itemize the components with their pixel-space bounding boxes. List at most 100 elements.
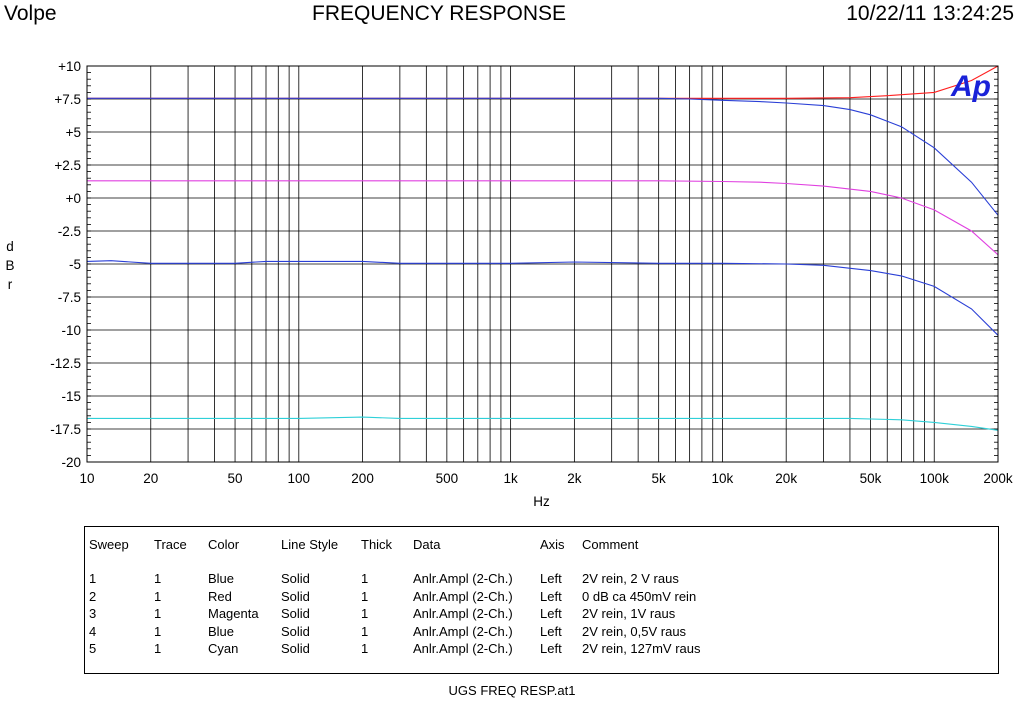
legend-cell: Blue [208, 571, 235, 587]
legend-header-cell: Axis [540, 536, 565, 552]
x-tick-label: 50k [860, 471, 882, 486]
x-tick-label: 10 [79, 471, 94, 486]
series-line-2 [87, 97, 999, 216]
legend-cell: 0 dB ca 450mV rein [582, 588, 697, 604]
legend-cell: Cyan [208, 641, 239, 657]
x-tick-label: 50 [228, 471, 243, 486]
legend-cell: Left [540, 623, 562, 639]
legend-cell: Anlr.Ampl (2-Ch.) [413, 571, 513, 587]
legend-cell: 1 [89, 571, 97, 587]
x-tick-label: 2k [567, 471, 582, 486]
legend-cell: Solid [281, 606, 310, 622]
legend-cell: Anlr.Ampl (2-Ch.) [413, 623, 513, 639]
header-timestamp: 10/22/11 13:24:25 [846, 2, 1014, 25]
legend-row: 1 1 Blue Solid 1 Anlr.Ampl (2-Ch.) Left 2V rein… [85, 570, 782, 588]
series-line-3 [87, 180, 999, 256]
legend-cell: Left [540, 571, 562, 587]
legend-spacer-row [85, 561, 782, 570]
legend-cell: Left [540, 641, 562, 657]
legend-header-cell: Color [208, 536, 240, 552]
series-line-4 [86, 260, 999, 336]
y-tick-label: -17.5 [50, 422, 81, 437]
legend-cell: Solid [281, 641, 310, 657]
y-tick-label: +10 [58, 59, 81, 74]
grid [87, 66, 998, 462]
y-tick-label: +0 [66, 191, 81, 206]
legend-cell: Magenta [208, 606, 259, 622]
legend-row: 5 1 Cyan Solid 1 Anlr.Ampl (2-Ch.) Left 2V rein… [85, 640, 782, 658]
y-tick-label: -12.5 [50, 356, 81, 371]
legend-cell: 1 [361, 571, 369, 587]
header-app-name: Volpe [4, 2, 57, 25]
legend-cell: 1 [361, 606, 369, 622]
legend-cell: Anlr.Ampl (2-Ch.) [413, 606, 513, 622]
x-tick-labels: 10 20 50 100 200 500 1k 2k 5k 10k 20k 50k 100k 200k [79, 471, 1012, 486]
y-tick-label: -15 [61, 389, 81, 404]
legend-cell: 2V rein, 127mV raus [582, 641, 701, 657]
x-tick-label: 1k [503, 471, 518, 486]
legend-cell: 5 [89, 641, 97, 657]
chart-title: FREQUENCY RESPONSE [312, 2, 566, 25]
legend-cell: Solid [281, 623, 310, 639]
x-axis-label: Hz [533, 494, 550, 509]
legend-cell: Blue [208, 623, 235, 639]
legend-cell: Solid [281, 571, 310, 587]
legend-table-box: Sweep Trace Color Line Style Thick Data Axis Co… [84, 526, 999, 674]
legend-cell: 1 [361, 623, 369, 639]
legend-header-cell: Thick [361, 536, 393, 552]
legend-body: 1 1 Blue Solid 1 Anlr.Ampl (2-Ch.) Left 2V rein… [85, 561, 782, 658]
y-tick-label: +2.5 [54, 158, 81, 173]
legend-row: 2 1 Red Solid 1 Anlr.Ampl (2-Ch.) Left 0 dB ca … [85, 588, 782, 606]
legend-cell: 2V rein, 1V raus [582, 606, 676, 622]
legend-cell: Solid [281, 588, 310, 604]
x-tick-label: 200k [983, 471, 1013, 486]
legend-table: Sweep Trace Color Line Style Thick Data Axis Co… [85, 527, 782, 658]
legend-cell: 1 [154, 641, 162, 657]
legend-cell: 2 [89, 588, 97, 604]
legend-cell: 1 [154, 571, 162, 587]
legend-cell: 1 [154, 623, 162, 639]
y-axis-label-letter: B [5, 258, 14, 273]
y-tick-label: -20 [61, 455, 81, 470]
plot-frame [86, 65, 999, 463]
y-tick-label: +7.5 [54, 92, 81, 107]
y-tick-label: -2.5 [58, 224, 81, 239]
y-axis-label-letter: r [8, 277, 13, 292]
legend-header-row: Sweep Trace Color Line Style Thick Data Axis Co… [85, 527, 782, 561]
series-group [86, 65, 999, 431]
legend-row: 3 1 Magenta Solid 1 Anlr.Ampl (2-Ch.) Left 2V r… [85, 605, 782, 623]
legend-header-cell: Data [413, 536, 441, 552]
legend-cell: Red [208, 588, 232, 604]
x-tick-label: 20k [775, 471, 797, 486]
legend-cell: Anlr.Ampl (2-Ch.) [413, 641, 513, 657]
series-line-1 [87, 65, 999, 99]
y-tick-label: -10 [61, 323, 81, 338]
x-tick-label: 5k [652, 471, 667, 486]
legend-cell: 1 [154, 606, 162, 622]
frequency-response-chart: 10 20 50 100 200 500 1k 2k 5k 10k 20k 50k 100k 200k +… [5, 59, 1012, 509]
x-tick-label: 100k [920, 471, 950, 486]
y-axis-label-letter: d [6, 239, 14, 254]
legend-cell: 1 [361, 588, 369, 604]
legend-spacer-cell [85, 561, 782, 570]
minor-ticks [87, 65, 998, 463]
legend-header-cell: Line Style [281, 536, 339, 552]
legend-cell: 2V rein, 0,5V raus [582, 623, 687, 639]
y-tick-label: -7.5 [58, 290, 81, 305]
legend-row: 4 1 Blue Solid 1 Anlr.Ampl (2-Ch.) Left 2V rein… [85, 623, 782, 641]
x-tick-label: 100 [288, 471, 311, 486]
legend-header-cell: Trace [154, 536, 187, 552]
legend-cell: 3 [89, 606, 97, 622]
legend-header-cell: Sweep [89, 536, 129, 552]
series-line-5 [87, 416, 999, 431]
y-tick-label: -5 [69, 257, 81, 272]
legend-header-cell: Comment [582, 536, 639, 552]
x-tick-label: 10k [712, 471, 734, 486]
legend-cell: Left [540, 606, 562, 622]
legend-cell: 2V rein, 2 V raus [582, 571, 679, 587]
legend-cell: 1 [361, 641, 369, 657]
y-tick-labels: +10 +7.5 +5 +2.5 +0 -2.5 -5 -7.5 -10 -12.5 -15 -17.… [50, 59, 81, 470]
footer-filename: UGS FREQ RESP.at1 [448, 683, 576, 698]
legend-cell: Left [540, 588, 562, 604]
y-axis-label: dBr [5, 239, 14, 292]
